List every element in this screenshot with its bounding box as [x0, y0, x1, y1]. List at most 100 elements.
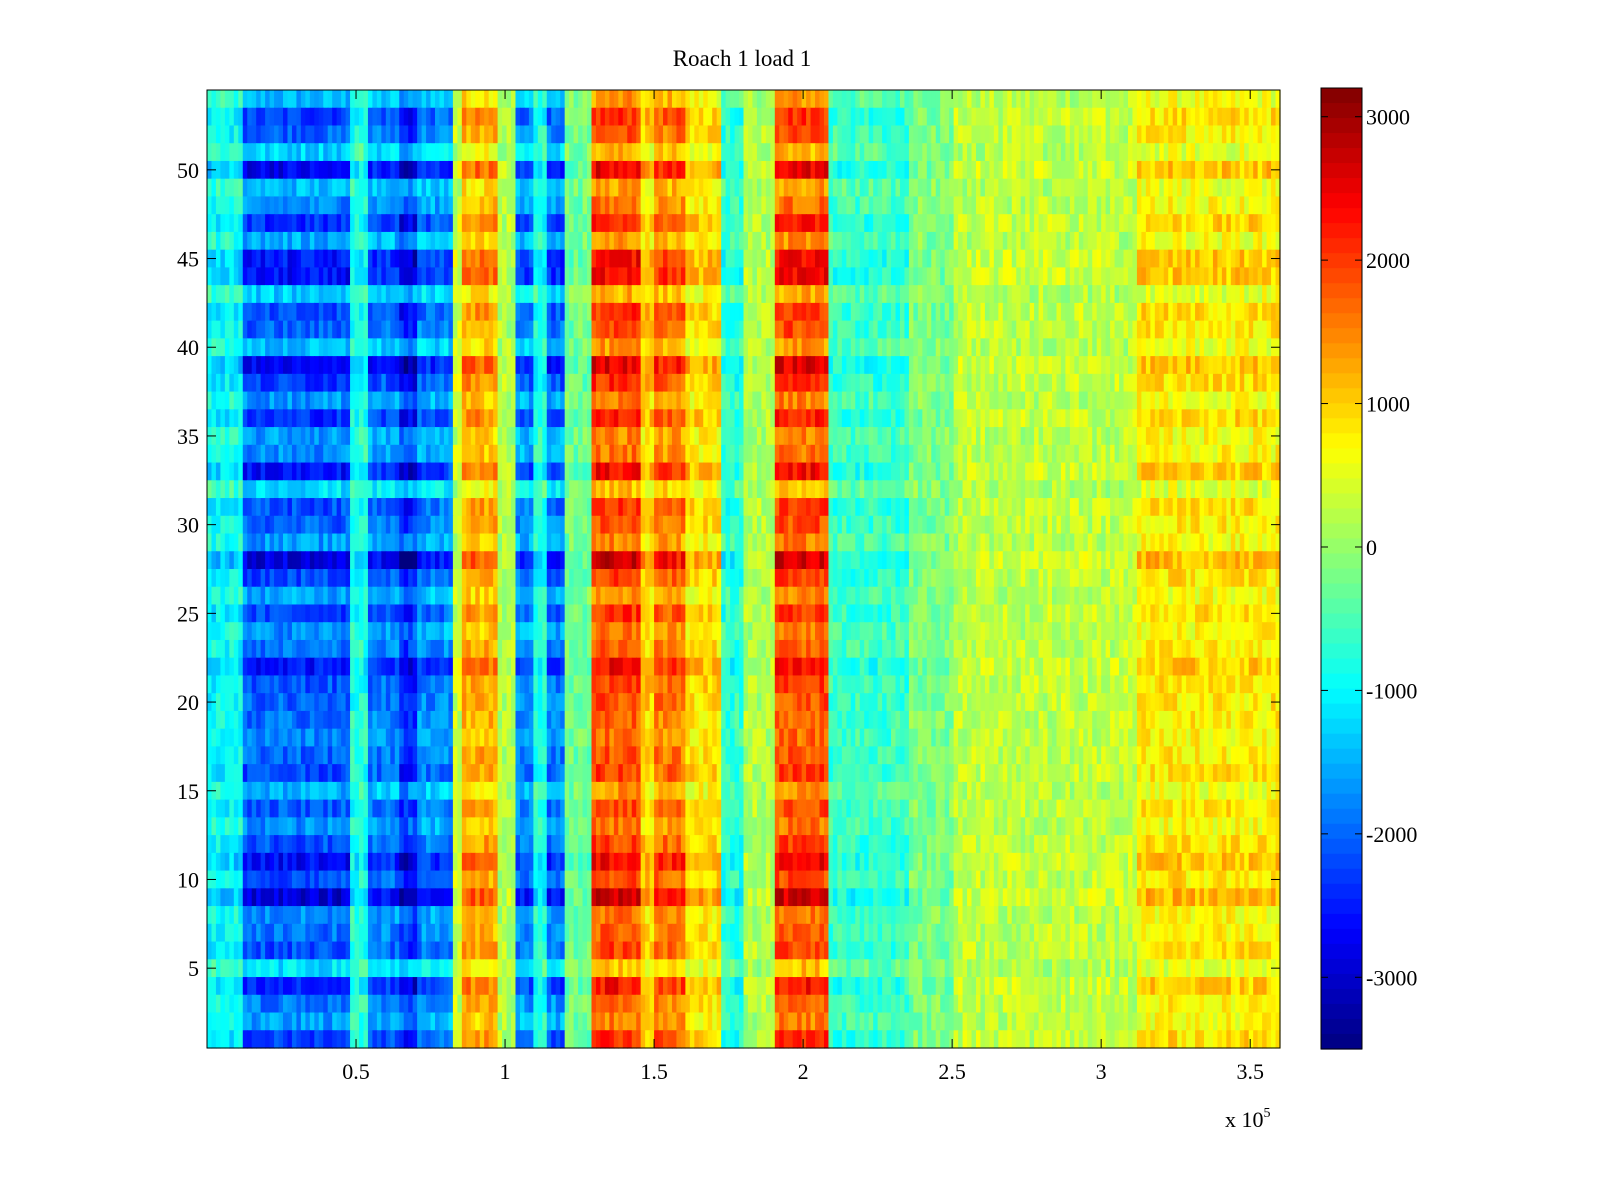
heatmap-cell: [721, 143, 727, 162]
heatmap-cell: [685, 373, 691, 393]
heatmap-cell: [215, 143, 222, 162]
heatmap-cell: [1029, 160, 1035, 180]
heatmap-cell: [1195, 427, 1201, 446]
heatmap-cell: [542, 143, 548, 162]
heatmap-cell: [971, 107, 977, 127]
heatmap-cell: [636, 143, 642, 162]
heatmap-cell: [1136, 196, 1142, 215]
heatmap-cell: [350, 178, 356, 198]
heatmap-cell: [300, 231, 306, 251]
heatmap-cell: [725, 356, 731, 375]
heatmap-cell: [466, 214, 472, 233]
heatmap-cell: [953, 249, 959, 269]
heatmap-cell: [689, 160, 695, 180]
heatmap-cell: [694, 143, 700, 162]
heatmap-cell: [461, 320, 467, 339]
heatmap-cell: [412, 214, 418, 233]
heatmap-cell: [461, 338, 467, 357]
heatmap-cell: [846, 178, 852, 198]
heatmap-cell: [774, 356, 780, 375]
heatmap-cell: [493, 90, 499, 109]
heatmap-cell: [1266, 338, 1272, 357]
heatmap-cell: [797, 373, 803, 393]
heatmap-cell: [341, 143, 347, 162]
heatmap-cell: [730, 356, 736, 375]
heatmap-cell: [484, 214, 490, 233]
heatmap-cell: [1105, 107, 1111, 127]
heatmap-cell: [622, 125, 628, 144]
heatmap-cell: [1163, 267, 1169, 286]
heatmap-cell: [622, 196, 628, 215]
heatmap-cell: [698, 409, 704, 428]
heatmap-cell: [528, 320, 534, 339]
heatmap-cell: [882, 160, 888, 180]
heatmap-cell: [345, 409, 351, 428]
heatmap-cell: [296, 409, 302, 428]
heatmap-cell: [426, 444, 432, 464]
heatmap-cell: [998, 214, 1004, 233]
heatmap-cell: [1132, 143, 1138, 162]
heatmap-cell: [747, 214, 754, 233]
heatmap-cell: [582, 196, 588, 215]
heatmap-cell: [712, 302, 718, 322]
heatmap-cell: [394, 107, 400, 127]
heatmap-cell: [1078, 302, 1084, 322]
heatmap-cell: [645, 107, 651, 127]
heatmap-cell: [283, 107, 289, 127]
heatmap-cell: [774, 427, 780, 446]
heatmap-cell: [1011, 160, 1017, 180]
heatmap-cell: [1056, 427, 1062, 446]
heatmap-cell: [233, 90, 239, 109]
heatmap-cell: [1105, 285, 1111, 304]
heatmap-cell: [533, 143, 539, 162]
heatmap-cell: [220, 90, 226, 109]
heatmap-cell: [1159, 196, 1165, 215]
heatmap-cell: [569, 107, 575, 127]
heatmap-cell: [855, 178, 861, 198]
heatmap-cell: [1195, 160, 1201, 180]
heatmap-cell: [546, 214, 552, 233]
heatmap-cell: [569, 409, 575, 428]
heatmap-cell: [636, 231, 642, 251]
heatmap-cell: [1060, 143, 1066, 162]
heatmap-cell: [806, 196, 812, 215]
heatmap-cell: [600, 107, 606, 127]
heatmap-cell: [989, 249, 995, 269]
heatmap-cell: [993, 356, 999, 375]
heatmap-cell: [752, 338, 758, 357]
heatmap-cell: [676, 427, 682, 446]
heatmap-cell: [475, 160, 481, 180]
heatmap-cell: [636, 444, 642, 464]
heatmap-cell: [515, 90, 521, 109]
heatmap-cell: [533, 125, 539, 144]
heatmap-cell: [984, 320, 990, 339]
heatmap-cell: [591, 178, 597, 198]
heatmap-cell: [1208, 320, 1214, 339]
heatmap-cell: [1043, 90, 1049, 109]
heatmap-cell: [399, 214, 405, 233]
heatmap-cell: [904, 90, 910, 109]
heatmap-cell: [372, 320, 378, 339]
heatmap-cell: [1087, 214, 1093, 233]
heatmap-cell: [1007, 320, 1013, 339]
heatmap-cell: [797, 196, 803, 215]
heatmap-cell: [618, 356, 624, 375]
heatmap-cell: [1069, 302, 1075, 322]
heatmap-cell: [524, 231, 530, 251]
heatmap-cell: [1141, 249, 1147, 269]
heatmap-cell: [1087, 409, 1093, 428]
heatmap-cell: [564, 338, 570, 357]
heatmap-cell: [1119, 231, 1125, 251]
heatmap-cell: [667, 391, 673, 410]
heatmap-cell: [850, 285, 856, 304]
heatmap-cell: [1163, 178, 1169, 198]
heatmap-cell: [667, 267, 673, 286]
heatmap-cell: [783, 107, 789, 127]
heatmap-cell: [837, 160, 843, 180]
heatmap-cell: [917, 373, 923, 393]
heatmap-cell: [595, 444, 602, 464]
heatmap-cell: [756, 391, 762, 410]
heatmap-cell: [488, 125, 494, 144]
heatmap-cell: [645, 320, 651, 339]
heatmap-cell: [1096, 267, 1102, 286]
